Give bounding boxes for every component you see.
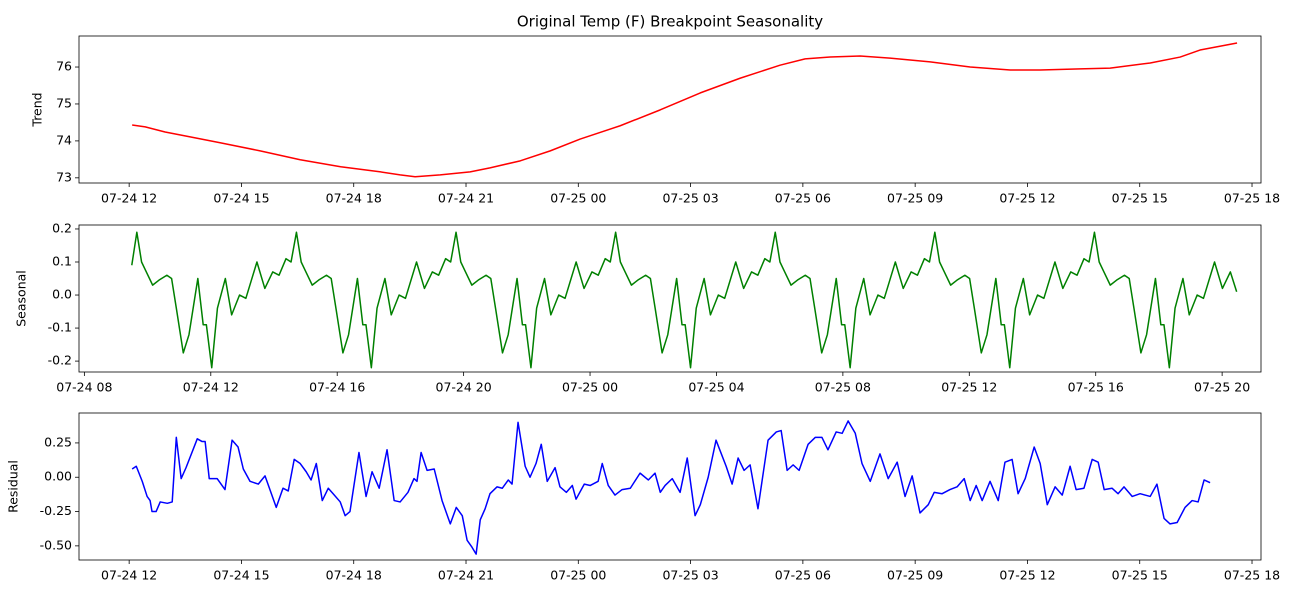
- y-tick-label: 76: [56, 59, 72, 74]
- x-tick-label: 07-25 00: [550, 191, 606, 206]
- y-tick-label: 74: [56, 132, 72, 147]
- y-tick-label: -0.50: [40, 537, 72, 552]
- x-tick-label: 07-24 18: [326, 568, 382, 583]
- y-tick-label: 75: [56, 95, 72, 110]
- x-tick-label: 07-25 16: [1068, 380, 1124, 395]
- y-tick-label: 0.00: [44, 469, 72, 484]
- data-line: [131, 420, 1211, 555]
- x-tick-label: 07-25 18: [1224, 191, 1280, 206]
- x-tick-label: 07-24 15: [213, 191, 269, 206]
- y-axis-label: Residual: [6, 460, 21, 513]
- x-tick-label: 07-25 15: [1112, 568, 1168, 583]
- x-tick-label: 07-25 15: [1112, 191, 1168, 206]
- x-tick-label: 07-25 09: [887, 191, 943, 206]
- x-tick-label: 07-25 12: [941, 380, 997, 395]
- x-tick-label: 07-24 18: [326, 191, 382, 206]
- x-tick-label: 07-25 12: [999, 191, 1055, 206]
- axes-frame: [78, 412, 1262, 561]
- x-tick-label: 07-25 04: [688, 380, 744, 395]
- data-line: [131, 231, 1238, 369]
- y-tick-label: 0.1: [52, 253, 72, 268]
- x-tick-label: 07-25 18: [1224, 568, 1280, 583]
- data-line: [132, 42, 1238, 178]
- x-tick-label: 07-25 03: [662, 191, 718, 206]
- x-tick-label: 07-24 20: [436, 380, 492, 395]
- x-tick-label: 07-24 12: [101, 191, 157, 206]
- axes-frame: [78, 35, 1262, 184]
- x-tick-label: 07-24 21: [438, 191, 494, 206]
- x-tick-label: 07-24 16: [309, 380, 365, 395]
- x-tick-label: 07-25 09: [887, 568, 943, 583]
- x-tick-label: 07-25 06: [775, 191, 831, 206]
- y-tick-label: 0.2: [52, 220, 72, 235]
- y-axis-label: Seasonal: [14, 270, 29, 327]
- x-tick-label: 07-24 08: [56, 380, 112, 395]
- y-tick-label: -0.25: [40, 503, 72, 518]
- y-tick-label: -0.2: [48, 353, 72, 368]
- axes-frame: [78, 224, 1262, 373]
- x-tick-label: 07-24 12: [183, 380, 239, 395]
- x-tick-label: 07-25 03: [662, 568, 718, 583]
- x-tick-label: 07-25 20: [1194, 380, 1250, 395]
- y-tick-label: -0.1: [48, 320, 72, 335]
- x-tick-label: 07-24 15: [213, 568, 269, 583]
- x-tick-label: 07-25 00: [562, 380, 618, 395]
- x-tick-label: 07-25 12: [999, 568, 1055, 583]
- x-tick-label: 07-25 08: [815, 380, 871, 395]
- x-tick-label: 07-25 00: [550, 568, 606, 583]
- y-axis-label: Trend: [30, 92, 45, 127]
- y-tick-label: 0.0: [52, 287, 72, 302]
- x-tick-label: 07-24 12: [101, 568, 157, 583]
- x-tick-label: 07-24 21: [438, 568, 494, 583]
- chart-title: Original Temp (F) Breakpoint Seasonality: [517, 13, 823, 31]
- y-tick-label: 0.25: [44, 434, 72, 449]
- y-tick-label: 73: [56, 169, 72, 184]
- x-tick-label: 07-25 06: [775, 568, 831, 583]
